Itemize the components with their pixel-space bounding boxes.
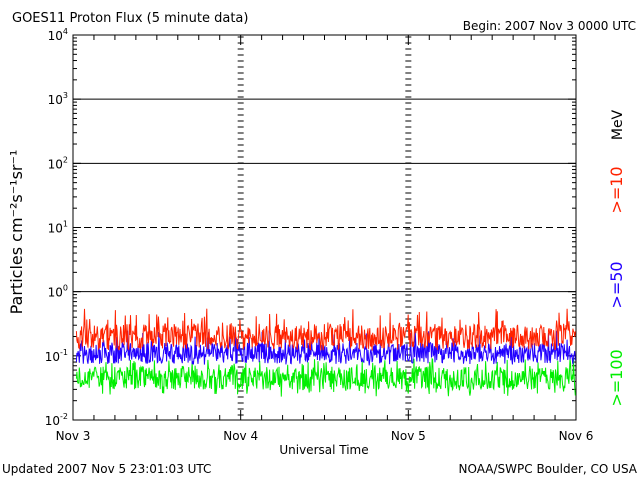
x-tick-label: Nov 6 — [559, 429, 594, 443]
legend-units: MeV — [610, 109, 626, 140]
chart-title: GOES11 Proton Flux (5 minute data) — [12, 11, 248, 26]
y-tick-label: 104 — [48, 27, 68, 43]
data-series — [75, 308, 576, 397]
begin-label: Begin: 2007 Nov 3 0000 UTC — [463, 19, 636, 33]
x-tick-label: Nov 4 — [223, 429, 258, 443]
y-tick-label: 103 — [48, 91, 68, 107]
series-line-1 — [75, 330, 576, 366]
series-line-2 — [75, 357, 576, 397]
updated-timestamp: Updated 2007 Nov 5 23:01:03 UTC — [2, 462, 211, 476]
y-tick-label: 10-2 — [45, 412, 68, 428]
x-axis-ticks: Nov 3 Nov 4 Nov 5 Nov 6 — [56, 35, 594, 443]
legend-entry-2: >=100 — [607, 349, 626, 406]
y-tick-label: 100 — [48, 284, 68, 300]
legend-entry-0: >=10 — [607, 166, 626, 213]
y-tick-label: 101 — [48, 220, 68, 236]
series-line-0 — [75, 308, 576, 351]
legend: MeV >=10 >=50 >=100 — [607, 109, 626, 406]
y-axis-ticks: 10-2 10-1 100 101 102 103 104 — [45, 27, 576, 428]
x-tick-label: Nov 3 — [56, 429, 91, 443]
plot-frame — [72, 34, 577, 421]
svg-text:Particles cm⁻²s⁻¹sr⁻¹: Particles cm⁻²s⁻¹sr⁻¹ — [7, 150, 26, 315]
legend-entry-1: >=50 — [607, 261, 626, 308]
y-tick-label: 102 — [48, 155, 68, 171]
x-axis-label: Universal Time — [279, 443, 368, 457]
y-tick-label: 10-1 — [45, 348, 68, 364]
source-credit: NOAA/SWPC Boulder, CO USA — [459, 462, 638, 476]
threshold-lines — [73, 98, 576, 293]
x-tick-label: Nov 5 — [391, 429, 426, 443]
y-axis-label: Particles cm⁻²s⁻¹sr⁻¹ — [7, 150, 26, 315]
